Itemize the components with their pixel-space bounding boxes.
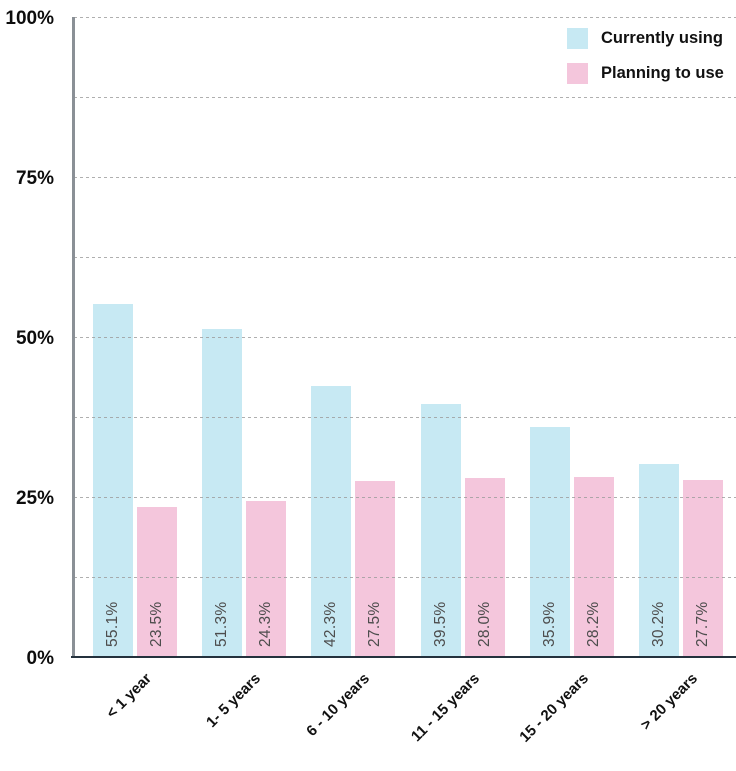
- gridline: [74, 577, 736, 578]
- bar-value-label: 55.1%: [104, 601, 121, 647]
- legend-label-currently-using: Currently using: [601, 29, 723, 47]
- bar-currently-using: 39.5%: [420, 404, 461, 657]
- bar-value-label: 24.3%: [257, 601, 275, 647]
- legend-item-currently-using: Currently using: [567, 28, 724, 49]
- x-axis-label: < 1 year: [103, 670, 156, 722]
- y-axis-tick-label: 75%: [15, 168, 54, 189]
- bar-value-label: 39.5%: [431, 601, 449, 647]
- y-axis-tick-label: 0%: [26, 648, 54, 669]
- bar-value-label: 42.3%: [322, 601, 340, 647]
- y-axis-tick-label: 25%: [15, 488, 54, 509]
- gridline: [74, 497, 736, 498]
- gridline: [74, 257, 736, 258]
- y-axis-tick-label: 50%: [15, 328, 54, 349]
- legend-swatch-planning-to-use: [567, 63, 588, 84]
- bar-value-label: 28.0%: [475, 601, 493, 647]
- bar-planning-to-use: 24.3%: [246, 501, 287, 657]
- bar-value-label: 30.2%: [650, 601, 667, 647]
- gridline: [74, 97, 736, 98]
- bar-value-label: 27.7%: [694, 601, 711, 647]
- legend-swatch-currently-using: [567, 28, 588, 49]
- legend-label-planning-to-use: Planning to use: [601, 64, 724, 82]
- bar-value-label: 51.3%: [213, 601, 231, 647]
- gridline: [74, 17, 736, 18]
- gridline: [74, 337, 736, 338]
- bar-currently-using: 35.9%: [529, 427, 570, 657]
- legend-item-planning-to-use: Planning to use: [567, 63, 724, 84]
- bar-planning-to-use: 28.2%: [573, 476, 614, 657]
- bar-planning-to-use: 23.5%: [137, 506, 177, 657]
- bar-value-label: 35.9%: [540, 601, 558, 647]
- bar-planning-to-use: 27.5%: [355, 481, 396, 657]
- y-axis-line: [72, 17, 75, 657]
- bar-currently-using: 55.1%: [93, 304, 133, 657]
- bar-currently-using: 30.2%: [639, 463, 679, 657]
- bar-currently-using: 51.3%: [202, 328, 243, 657]
- bar-planning-to-use: 27.7%: [683, 479, 723, 657]
- chart-legend: Currently using Planning to use: [567, 28, 724, 84]
- gridline: [74, 177, 736, 178]
- gridline: [74, 417, 736, 418]
- bar-value-label: 28.2%: [584, 601, 602, 647]
- bar-value-label: 27.5%: [366, 601, 384, 647]
- bar-planning-to-use: 28.0%: [464, 477, 505, 657]
- bar-value-label: 23.5%: [148, 601, 165, 647]
- bar-currently-using: 42.3%: [311, 386, 352, 657]
- x-axis-line: [71, 655, 736, 658]
- y-axis-tick-label: 100%: [5, 8, 54, 29]
